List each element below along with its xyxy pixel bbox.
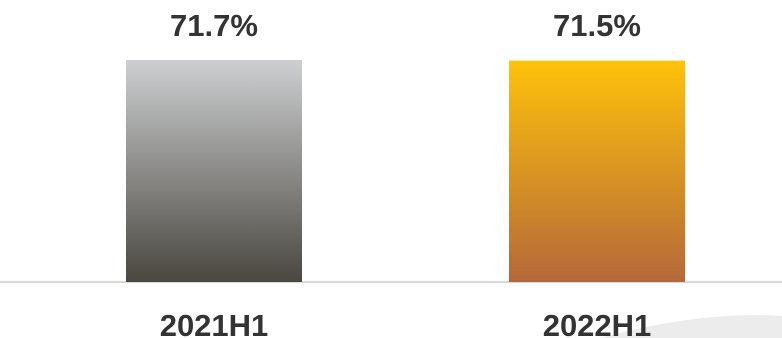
bar-2021H1 [126,60,302,282]
category-label-2021H1: 2021H1 [160,308,269,338]
labels-layer: 71.7% 2021H1 71.5% 2022H1 [160,8,652,338]
category-label-2022H1: 2022H1 [543,308,652,338]
data-label-2022H1: 71.5% [553,8,641,43]
decorative-swoosh [600,315,782,338]
bars-layer [126,60,685,282]
data-label-2021H1: 71.7% [170,8,258,43]
bar-2022H1 [509,60,685,282]
